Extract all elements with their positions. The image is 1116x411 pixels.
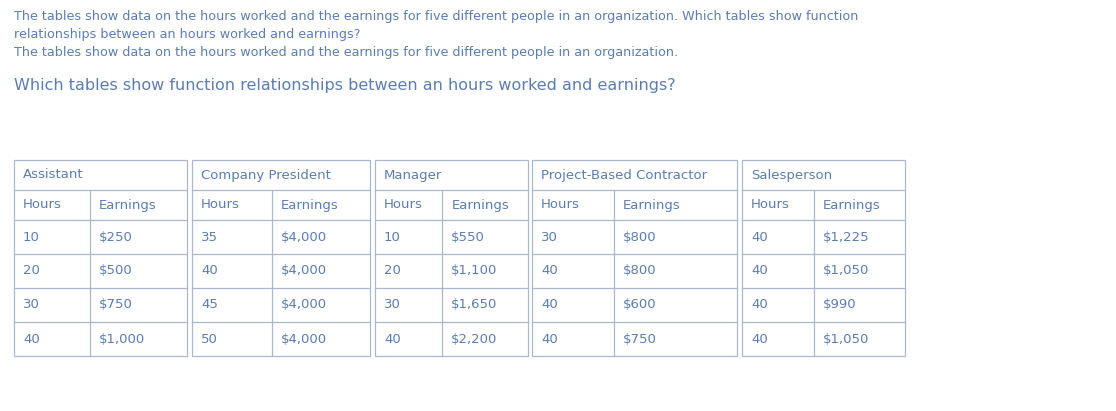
Text: 10: 10 (384, 231, 401, 243)
Text: $1,650: $1,650 (451, 298, 498, 312)
Bar (375, 160, 528, 356)
Text: Earnings: Earnings (623, 199, 681, 212)
Text: 20: 20 (23, 265, 40, 277)
Text: $800: $800 (623, 231, 656, 243)
Text: 40: 40 (541, 298, 558, 312)
Text: 30: 30 (541, 231, 558, 243)
Bar (15, 160, 187, 356)
Text: $1,100: $1,100 (451, 265, 498, 277)
Text: $600: $600 (623, 298, 656, 312)
Text: Hours: Hours (23, 199, 61, 212)
Text: The tables show data on the hours worked and the earnings for five different peo: The tables show data on the hours worked… (15, 46, 679, 59)
Text: Manager: Manager (384, 169, 442, 182)
Bar (742, 160, 905, 356)
Text: $1,225: $1,225 (822, 231, 869, 243)
Text: 40: 40 (201, 265, 218, 277)
Text: 40: 40 (751, 298, 768, 312)
Text: $990: $990 (822, 298, 856, 312)
Text: 40: 40 (23, 332, 40, 346)
Text: 45: 45 (201, 298, 218, 312)
Text: 50: 50 (201, 332, 218, 346)
Text: 40: 40 (751, 231, 768, 243)
Text: Salesperson: Salesperson (751, 169, 833, 182)
Text: The tables show data on the hours worked and the earnings for five different peo: The tables show data on the hours worked… (15, 10, 858, 23)
Text: $4,000: $4,000 (281, 298, 327, 312)
Text: $1,050: $1,050 (822, 332, 869, 346)
Text: Earnings: Earnings (822, 199, 881, 212)
Text: 20: 20 (384, 265, 401, 277)
Text: $250: $250 (99, 231, 133, 243)
Text: 40: 40 (751, 265, 768, 277)
Text: 40: 40 (541, 265, 558, 277)
Text: 30: 30 (384, 298, 401, 312)
Text: $1,050: $1,050 (822, 265, 869, 277)
Text: 40: 40 (751, 332, 768, 346)
Text: $1,000: $1,000 (99, 332, 145, 346)
Text: 30: 30 (23, 298, 40, 312)
Text: Hours: Hours (384, 199, 423, 212)
Text: $4,000: $4,000 (281, 265, 327, 277)
Text: $2,200: $2,200 (451, 332, 498, 346)
Text: 35: 35 (201, 231, 218, 243)
Text: 40: 40 (541, 332, 558, 346)
Text: 10: 10 (23, 231, 40, 243)
Text: $4,000: $4,000 (281, 231, 327, 243)
Text: Hours: Hours (201, 199, 240, 212)
Text: $550: $550 (451, 231, 485, 243)
Text: $800: $800 (623, 265, 656, 277)
Text: Project-Based Contractor: Project-Based Contractor (541, 169, 708, 182)
Text: 40: 40 (384, 332, 401, 346)
Text: Earnings: Earnings (281, 199, 339, 212)
Text: Which tables show function relationships between an hours worked and earnings?: Which tables show function relationships… (15, 78, 675, 93)
Bar (192, 160, 371, 356)
Text: relationships between an hours worked and earnings?: relationships between an hours worked an… (15, 28, 360, 41)
Text: $500: $500 (99, 265, 133, 277)
Text: Company President: Company President (201, 169, 330, 182)
Text: Assistant: Assistant (23, 169, 84, 182)
Text: Earnings: Earnings (99, 199, 157, 212)
Bar (532, 160, 737, 356)
Text: $750: $750 (623, 332, 657, 346)
Text: $750: $750 (99, 298, 133, 312)
Text: Hours: Hours (751, 199, 790, 212)
Text: Earnings: Earnings (451, 199, 509, 212)
Text: $4,000: $4,000 (281, 332, 327, 346)
Text: Hours: Hours (541, 199, 580, 212)
